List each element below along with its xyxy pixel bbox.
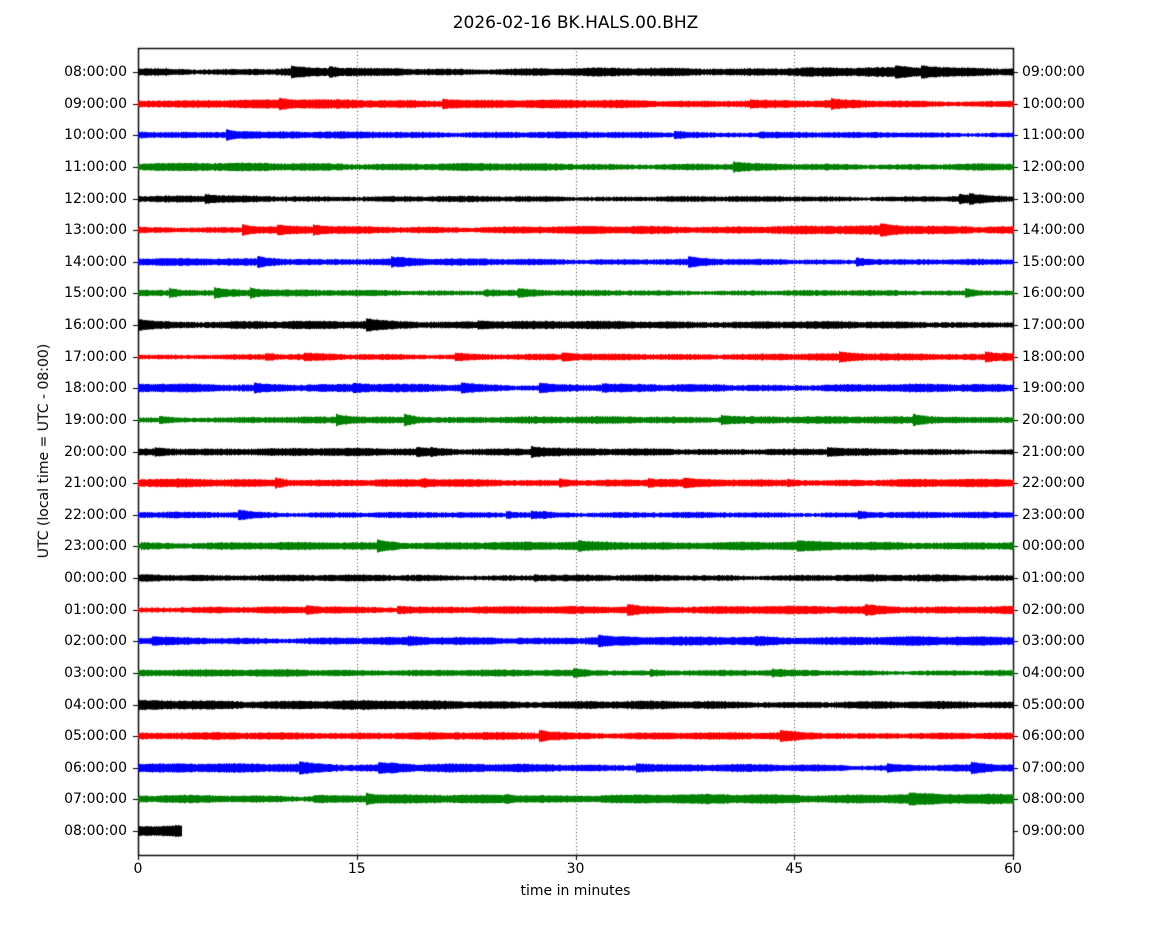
- row-end-time-label: 12:00:00: [1022, 159, 1085, 175]
- row-end-time-label: 13:00:00: [1022, 191, 1085, 207]
- x-tick-label: 0: [133, 861, 143, 877]
- row-end-time-label: 23:00:00: [1022, 507, 1085, 523]
- row-start-time-label: 15:00:00: [64, 285, 127, 301]
- row-start-time-label: 00:00:00: [64, 570, 127, 586]
- row-start-time-label: 23:00:00: [64, 538, 127, 554]
- row-start-time-label: 01:00:00: [64, 602, 127, 618]
- row-start-time-label: 21:00:00: [64, 475, 127, 491]
- row-start-time-label: 04:00:00: [64, 697, 127, 713]
- row-start-time-label: 03:00:00: [64, 665, 127, 681]
- row-start-time-label: 09:00:00: [64, 96, 127, 112]
- chart-title: 2026-02-16 BK.HALS.00.BHZ: [452, 13, 699, 33]
- row-end-time-label: 09:00:00: [1022, 64, 1085, 80]
- x-tick-label: 60: [1004, 861, 1022, 877]
- row-start-time-label: 06:00:00: [64, 760, 127, 776]
- row-end-time-label: 18:00:00: [1022, 349, 1085, 365]
- x-tick-label: 15: [347, 861, 366, 877]
- row-start-time-label: 10:00:00: [64, 127, 127, 143]
- row-start-time-label: 14:00:00: [64, 254, 127, 270]
- row-start-time-label: 19:00:00: [64, 412, 127, 428]
- row-end-time-label: 21:00:00: [1022, 444, 1085, 460]
- row-start-time-label: 17:00:00: [64, 349, 127, 365]
- row-start-time-label: 11:00:00: [64, 159, 127, 175]
- row-start-time-label: 16:00:00: [64, 317, 127, 333]
- row-end-time-label: 15:00:00: [1022, 254, 1085, 270]
- row-start-time-label: 05:00:00: [64, 728, 127, 744]
- x-tick-label: 45: [785, 861, 804, 877]
- row-end-time-label: 11:00:00: [1022, 127, 1085, 143]
- row-start-time-label: 02:00:00: [64, 633, 127, 649]
- row-end-time-label: 05:00:00: [1022, 697, 1085, 713]
- row-start-time-label: 07:00:00: [64, 791, 127, 807]
- row-end-time-label: 01:00:00: [1022, 570, 1085, 586]
- row-end-time-label: 16:00:00: [1022, 285, 1085, 301]
- row-end-time-label: 00:00:00: [1022, 538, 1085, 554]
- row-end-time-label: 02:00:00: [1022, 602, 1085, 618]
- row-end-time-label: 07:00:00: [1022, 760, 1085, 776]
- row-end-time-label: 03:00:00: [1022, 633, 1085, 649]
- row-end-time-label: 22:00:00: [1022, 475, 1085, 491]
- row-end-time-label: 20:00:00: [1022, 412, 1085, 428]
- row-start-time-label: 18:00:00: [64, 380, 127, 396]
- row-end-time-label: 10:00:00: [1022, 96, 1085, 112]
- row-end-time-label: 17:00:00: [1022, 317, 1085, 333]
- row-start-time-label: 13:00:00: [64, 222, 127, 238]
- row-end-time-label: 06:00:00: [1022, 728, 1085, 744]
- row-end-time-label: 14:00:00: [1022, 222, 1085, 238]
- x-axis-label: time in minutes: [520, 883, 631, 899]
- row-end-time-label: 04:00:00: [1022, 665, 1085, 681]
- row-start-time-label: 08:00:00: [64, 64, 127, 80]
- row-end-time-label: 08:00:00: [1022, 791, 1085, 807]
- row-start-time-label: 20:00:00: [64, 444, 127, 460]
- row-end-time-label: 19:00:00: [1022, 380, 1085, 396]
- row-end-time-label: 09:00:00: [1022, 823, 1085, 839]
- x-tick-label: 30: [566, 861, 585, 877]
- row-start-time-label: 08:00:00: [64, 823, 127, 839]
- row-start-time-label: 12:00:00: [64, 191, 127, 207]
- row-start-time-label: 22:00:00: [64, 507, 127, 523]
